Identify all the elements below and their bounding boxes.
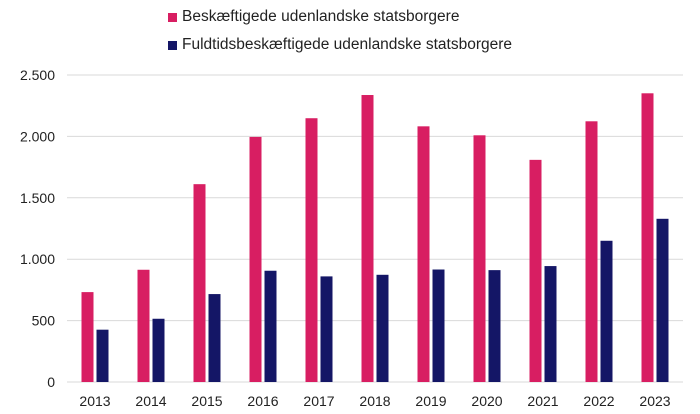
x-tick-label: 2019 — [415, 393, 446, 409]
bar-2-2019 — [432, 269, 445, 382]
bar-2-2023 — [656, 218, 669, 382]
bar-1-2021 — [529, 159, 542, 382]
bar-2-2016 — [264, 270, 277, 382]
legend-label-1: Beskæftigede udenlandske statsborgere — [182, 8, 460, 25]
bar-2-2018 — [376, 274, 389, 382]
x-tick-label: 2022 — [583, 393, 614, 409]
x-tick-label: 2018 — [359, 393, 390, 409]
bar-1-2018 — [361, 95, 374, 382]
x-tick-label: 2013 — [79, 393, 110, 409]
y-tick-label: 500 — [32, 313, 56, 329]
bar-2-2013 — [96, 329, 109, 382]
bar-1-2022 — [585, 121, 598, 383]
legend-item-series-2: Fuldtidsbeskæftigede udenlandske statsbo… — [168, 36, 512, 54]
bar-1-2014 — [137, 269, 150, 382]
y-tick-label: 0 — [47, 374, 55, 390]
bar-2-2020 — [488, 270, 501, 382]
bar-2-2021 — [544, 266, 557, 382]
bar-1-2023 — [641, 93, 654, 382]
y-tick-label: 2.500 — [20, 67, 55, 83]
bar-2-2015 — [208, 294, 221, 382]
y-tick-label: 1.000 — [20, 251, 55, 267]
y-tick-label: 1.500 — [20, 190, 55, 206]
bar-2-2014 — [152, 318, 165, 382]
x-tick-label: 2014 — [135, 393, 166, 409]
bar-1-2019 — [417, 126, 430, 382]
bar-1-2017 — [305, 118, 318, 383]
x-tick-label: 2020 — [471, 393, 502, 409]
bar-1-2020 — [473, 135, 486, 382]
x-tick-label: 2016 — [247, 393, 278, 409]
legend-swatch-1 — [168, 12, 177, 22]
y-tick-label: 2.000 — [20, 128, 55, 144]
bar-2-2017 — [320, 276, 333, 382]
bar-1-2013 — [81, 292, 94, 382]
legend-swatch-2 — [168, 40, 177, 50]
bar-2-2022 — [600, 240, 613, 382]
x-tick-label: 2017 — [303, 393, 334, 409]
x-tick-label: 2015 — [191, 393, 222, 409]
x-tick-label: 2021 — [527, 393, 558, 409]
x-tick-label: 2023 — [639, 393, 670, 409]
bar-1-2015 — [193, 184, 206, 382]
bar-1-2016 — [249, 136, 262, 382]
legend-item-series-1: Beskæftigede udenlandske statsborgere — [168, 8, 459, 26]
legend-label-2: Fuldtidsbeskæftigede udenlandske statsbo… — [182, 36, 513, 53]
